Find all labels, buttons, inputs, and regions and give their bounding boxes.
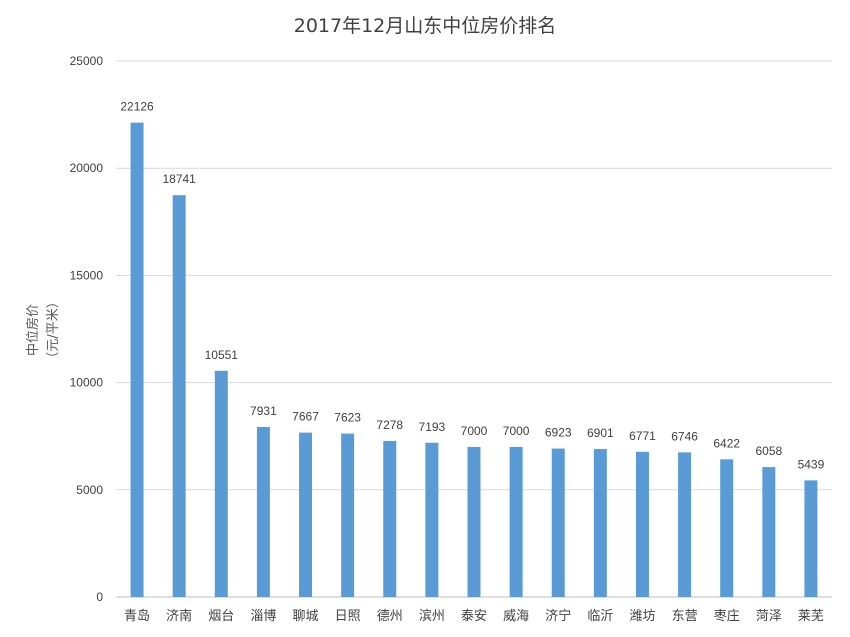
data-label: 22126 — [120, 100, 154, 114]
bar — [299, 432, 313, 597]
y-tick-label: 0 — [96, 590, 103, 604]
data-label: 6901 — [587, 426, 614, 440]
y-tick-label: 5000 — [76, 483, 103, 497]
bar — [762, 467, 776, 597]
y-tick-label: 15000 — [70, 268, 104, 282]
bar — [256, 426, 270, 597]
data-label: 18741 — [162, 172, 196, 186]
bar — [130, 122, 144, 597]
x-tick-label: 莱芜 — [798, 609, 824, 624]
x-tick-label: 青岛 — [124, 608, 150, 624]
data-labels: 22126 18741 10551 7931 7667 7623 7278 7193 7000 7… — [120, 100, 824, 472]
bar — [804, 480, 818, 597]
data-label: 7623 — [334, 411, 361, 425]
bar — [383, 440, 397, 597]
bar — [720, 459, 734, 597]
y-axis-label: 中位房价 — [25, 304, 41, 356]
y-tick-label: 25000 — [70, 54, 104, 68]
y-axis-ticks: 0 5000 10000 15000 20000 25000 — [70, 54, 104, 604]
y-axis-unit-label: （元/平米） — [46, 295, 61, 364]
data-label: 6923 — [545, 426, 572, 440]
x-tick-label: 枣庄 — [714, 608, 740, 624]
bar — [635, 451, 649, 597]
data-label: 10551 — [205, 348, 239, 362]
x-tick-label: 日照 — [335, 609, 361, 624]
data-label: 6746 — [671, 429, 698, 443]
bar — [509, 446, 523, 597]
x-tick-label: 济宁 — [545, 608, 571, 624]
data-label: 6058 — [755, 444, 782, 458]
bar — [551, 448, 565, 597]
data-label: 6771 — [629, 429, 656, 443]
data-label: 7931 — [250, 404, 277, 418]
bar — [341, 433, 355, 597]
x-tick-label: 聊城 — [293, 609, 319, 624]
data-label: 6422 — [713, 436, 740, 450]
x-tick-label: 烟台 — [208, 609, 234, 624]
data-label: 7193 — [419, 420, 446, 434]
y-tick-label: 10000 — [70, 376, 104, 390]
data-label: 7000 — [503, 424, 530, 438]
x-tick-label: 潍坊 — [629, 609, 655, 624]
bars — [130, 122, 818, 597]
y-axis-title: 中位房价 （元/平米） — [25, 295, 61, 364]
x-tick-label: 德州 — [377, 609, 403, 624]
bar — [467, 446, 481, 597]
x-tick-label: 临沂 — [587, 609, 613, 624]
x-tick-label: 泰安 — [461, 609, 487, 624]
data-label: 7278 — [376, 418, 403, 432]
chart-title: 2017年12月山东中位房价排名 — [294, 15, 557, 37]
x-tick-label: 东营 — [672, 609, 698, 624]
bar — [593, 449, 607, 597]
bar — [172, 195, 186, 597]
x-axis-categories: 青岛 济南 烟台 淄博 聊城 日照 德州 滨州 泰安 威海 济宁 临沂 潍坊 东营 枣庄 菏泽 莱芜 — [124, 608, 824, 624]
gridlines — [116, 60, 832, 598]
y-tick-label: 20000 — [70, 161, 104, 175]
x-tick-label: 淄博 — [250, 609, 276, 624]
data-label: 7667 — [292, 410, 319, 424]
x-tick-label: 济南 — [166, 608, 192, 624]
x-tick-label: 菏泽 — [756, 609, 782, 624]
bar — [425, 442, 439, 597]
data-label: 5439 — [798, 457, 825, 471]
x-tick-label: 滨州 — [419, 608, 445, 624]
data-label: 7000 — [461, 424, 488, 438]
bar — [678, 452, 692, 597]
bar — [214, 370, 228, 597]
x-tick-label: 威海 — [503, 609, 529, 624]
